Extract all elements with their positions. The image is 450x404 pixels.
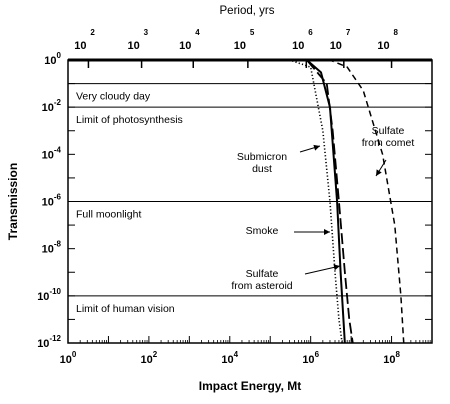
annotation-arrowhead xyxy=(376,169,382,176)
x-tick-label: 102 xyxy=(141,350,158,366)
top-tick-label: 10 xyxy=(292,40,304,52)
top-tick-exponent: 5 xyxy=(250,28,255,37)
x-tick-label: 108 xyxy=(383,350,400,366)
y-tick-label: 10-10 xyxy=(37,287,61,303)
x-axis-title: Impact Energy, Mt xyxy=(199,379,301,393)
top-tick-label: 10 xyxy=(377,40,389,52)
series-annotation: Smoke xyxy=(246,225,279,237)
top-axis-title: Period, yrs xyxy=(220,5,275,17)
reference-line-label: Limit of photosynthesis xyxy=(76,114,183,126)
x-tick-label: 100 xyxy=(60,350,77,366)
reference-line-label: Limit of human vision xyxy=(76,303,175,315)
series-annotation: Submicron dust xyxy=(237,151,287,175)
top-tick-label: 10 xyxy=(234,40,246,52)
y-tick-label: 100 xyxy=(44,51,61,67)
top-tick-exponent: 2 xyxy=(90,28,95,37)
top-tick-label: 10 xyxy=(74,40,86,52)
top-tick-exponent: 4 xyxy=(195,28,200,37)
top-tick-exponent: 7 xyxy=(346,28,351,37)
annotation-arrowhead xyxy=(313,144,320,151)
top-tick-exponent: 8 xyxy=(394,28,399,37)
annotation-arrowhead xyxy=(324,229,330,235)
annotation-arrowhead xyxy=(333,264,340,271)
y-axis-title: Transmission xyxy=(6,163,20,240)
y-tick-label: 10-6 xyxy=(42,193,62,209)
top-tick-label: 10 xyxy=(127,40,139,52)
series-line xyxy=(68,59,354,344)
x-tick-label: 106 xyxy=(302,350,319,366)
y-tick-label: 10-2 xyxy=(42,98,62,114)
reference-line-label: Very cloudy day xyxy=(76,91,151,103)
reference-line-label: Full moonlight xyxy=(76,209,141,221)
y-tick-label: 10-4 xyxy=(42,145,62,161)
series-annotation: Sulfate from comet xyxy=(362,125,415,149)
y-tick-label: 10-12 xyxy=(37,334,61,350)
top-tick-label: 10 xyxy=(330,40,342,52)
top-tick-exponent: 6 xyxy=(308,28,313,37)
y-tick-label: 10-8 xyxy=(42,240,62,256)
top-tick-label: 10 xyxy=(179,40,191,52)
top-tick-exponent: 3 xyxy=(144,28,149,37)
x-tick-label: 104 xyxy=(221,350,238,366)
series-annotation: Sulfate from asteroid xyxy=(231,268,292,292)
